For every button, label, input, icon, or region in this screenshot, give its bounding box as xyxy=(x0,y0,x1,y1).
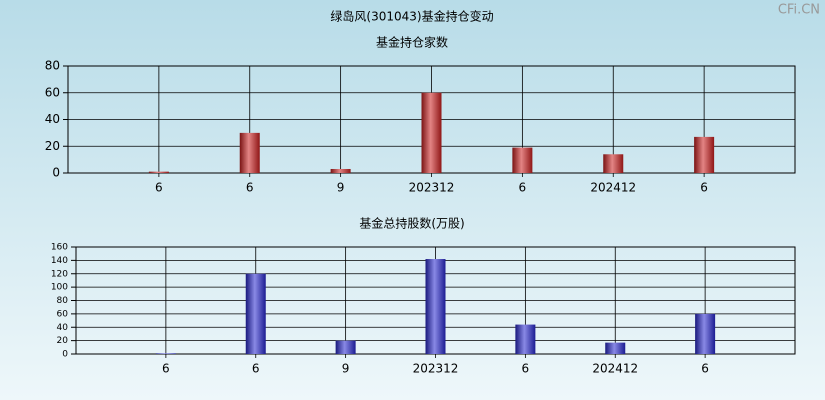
bar xyxy=(155,353,176,354)
bar xyxy=(694,136,715,173)
chart-title: 基金持仓家数 xyxy=(376,35,448,50)
x-tick-label: 202412 xyxy=(592,362,638,376)
y-tick-label: 80 xyxy=(57,296,69,306)
x-tick-label: 6 xyxy=(519,181,527,195)
x-tick-label: 6 xyxy=(155,181,163,195)
chart-panel: 基金持仓家数 0 20 40 60 80 6 6 9 202312 6 202412 6 xyxy=(45,35,796,195)
x-tick-label: 6 xyxy=(252,362,260,376)
bar xyxy=(239,132,260,173)
x-tick-label: 6 xyxy=(522,362,530,376)
watermark: CFi.CN xyxy=(778,3,820,18)
y-tick-label: 160 xyxy=(51,243,68,253)
bar xyxy=(148,171,169,173)
y-tick-label: 60 xyxy=(57,309,69,319)
y-tick-label: 140 xyxy=(51,256,68,266)
chart-title: 基金总持股数(万股) xyxy=(359,216,464,231)
y-tick-label: 80 xyxy=(45,59,60,73)
y-tick-label: 100 xyxy=(51,283,68,293)
bar xyxy=(695,313,716,354)
x-tick-label: 6 xyxy=(700,181,708,195)
bar xyxy=(335,340,356,354)
y-tick-label: 20 xyxy=(45,139,60,153)
y-tick-label: 20 xyxy=(57,336,69,346)
x-tick-label: 202412 xyxy=(590,181,636,195)
x-tick-label: 9 xyxy=(337,181,345,195)
bar xyxy=(421,92,442,173)
chart-panel: 基金总持股数(万股) 0 20 40 60 80 100 120 140 160 6 6 9 202312… xyxy=(51,216,796,376)
y-tick-label: 40 xyxy=(45,112,60,126)
bar xyxy=(425,259,446,354)
y-tick-label: 0 xyxy=(52,166,60,180)
y-tick-label: 120 xyxy=(51,269,68,279)
bar xyxy=(245,273,266,354)
bar xyxy=(515,324,536,354)
x-tick-label: 6 xyxy=(162,362,170,376)
bar xyxy=(605,342,626,354)
y-tick-label: 60 xyxy=(45,85,60,99)
bar xyxy=(512,147,533,173)
x-tick-label: 6 xyxy=(701,362,709,376)
bar xyxy=(330,168,351,173)
x-tick-label: 202312 xyxy=(413,362,459,376)
page-title: 绿岛风(301043)基金持仓变动 xyxy=(330,9,493,24)
x-tick-label: 9 xyxy=(342,362,350,376)
x-tick-label: 6 xyxy=(246,181,254,195)
bar xyxy=(603,154,624,173)
y-tick-label: 40 xyxy=(57,323,69,333)
x-tick-label: 202312 xyxy=(409,181,455,195)
y-tick-label: 0 xyxy=(62,350,68,360)
